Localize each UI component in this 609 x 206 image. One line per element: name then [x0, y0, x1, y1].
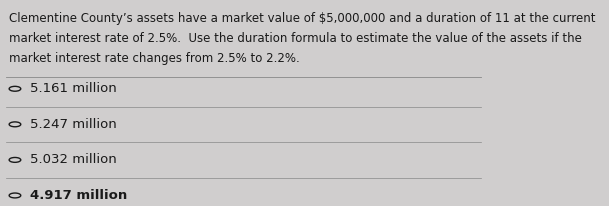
- Text: market interest rate changes from 2.5% to 2.2%.: market interest rate changes from 2.5% t…: [9, 52, 300, 65]
- Text: 5.247 million: 5.247 million: [30, 118, 117, 131]
- Text: market interest rate of 2.5%.  Use the duration formula to estimate the value of: market interest rate of 2.5%. Use the du…: [9, 32, 582, 45]
- Text: Clementine County’s assets have a market value of $5,000,000 and a duration of 1: Clementine County’s assets have a market…: [9, 12, 595, 25]
- Text: 5.032 million: 5.032 million: [30, 153, 117, 166]
- Text: 5.161 million: 5.161 million: [30, 82, 117, 95]
- Text: 4.917 million: 4.917 million: [30, 189, 128, 202]
